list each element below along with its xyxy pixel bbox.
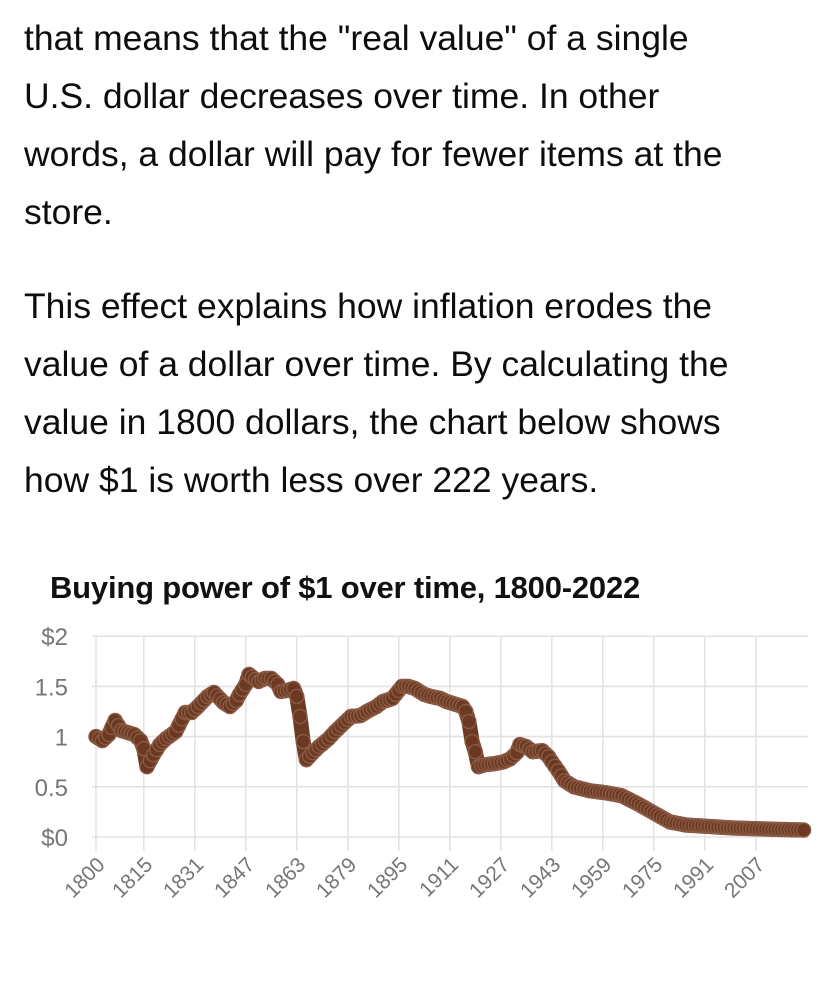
x-tick-label: 1879 xyxy=(312,853,361,902)
paragraph-inflation-effect: This effect explains how inflation erode… xyxy=(24,277,814,509)
text-line: store. xyxy=(24,192,113,232)
y-axis-labels: $2 1.5 1 0.5 $0 xyxy=(35,624,68,852)
text-line: words, a dollar will pay for fewer items… xyxy=(24,134,723,174)
x-tick-label: 1831 xyxy=(159,853,208,902)
chart-title: Buying power of $1 over time, 1800-2022 xyxy=(50,570,641,605)
chart-grid xyxy=(92,635,808,851)
x-tick-label: 1895 xyxy=(363,853,412,902)
y-tick-label: 1.5 xyxy=(35,674,68,701)
text-line: This effect explains how inflation erode… xyxy=(24,286,713,326)
x-tick-label: 1991 xyxy=(669,853,718,902)
x-tick-label: 1847 xyxy=(210,853,259,902)
y-tick-label: 0.5 xyxy=(35,775,68,802)
paragraph-real-value: that means that the "real value" of a si… xyxy=(24,9,814,241)
x-tick-label: 1943 xyxy=(516,853,565,902)
x-tick-label: 2007 xyxy=(720,853,769,902)
x-tick-label: 1911 xyxy=(415,853,463,901)
data-point-marker xyxy=(292,708,308,725)
text-line: how $1 is worth less over 222 years. xyxy=(24,460,599,500)
text-line: that means that the "real value" of a si… xyxy=(24,18,689,58)
data-point-marker xyxy=(467,744,483,760)
data-point-marker xyxy=(289,688,305,705)
x-tick-label: 1800 xyxy=(60,853,109,902)
text-line: value in 1800 dollars, the chart below s… xyxy=(24,402,721,442)
data-point-marker xyxy=(295,733,311,750)
y-tick-label: $0 xyxy=(41,825,68,852)
y-tick-label: $2 xyxy=(41,624,68,651)
text-line: value of a dollar over time. By calculat… xyxy=(24,344,729,384)
x-tick-label: 1815 xyxy=(108,853,157,902)
data-point-marker xyxy=(795,822,812,838)
x-tick-label: 1927 xyxy=(465,853,514,902)
text-line: U.S. dollar decreases over time. In othe… xyxy=(24,76,660,116)
x-tick-label: 1975 xyxy=(618,853,667,902)
data-point-marker xyxy=(461,713,477,730)
y-tick-label: 1 xyxy=(55,725,68,752)
x-tick-label: 1959 xyxy=(567,853,616,902)
buying-power-line xyxy=(88,666,812,838)
x-tick-label: 1863 xyxy=(261,853,310,902)
